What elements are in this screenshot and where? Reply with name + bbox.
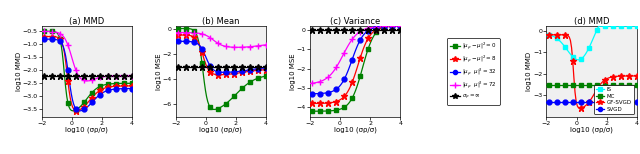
Y-axis label: log10 MSE: log10 MSE [290,53,296,90]
Legend: IS, MC, GF-SVGD, SVGD: IS, MC, GF-SVGD, SVGD [594,85,634,114]
X-axis label: log10 (σρ/σ): log10 (σρ/σ) [65,127,108,133]
Title: (b) Mean: (b) Mean [202,17,239,26]
Y-axis label: log10 MMD: log10 MMD [15,52,22,91]
Y-axis label: log10 MMD: log10 MMD [526,52,532,91]
X-axis label: log10 (σρ/σ): log10 (σρ/σ) [200,127,243,133]
Title: (d) MMD: (d) MMD [574,17,609,26]
Title: (a) MMD: (a) MMD [69,17,104,26]
X-axis label: log10 (σρ/σ): log10 (σρ/σ) [333,127,376,133]
X-axis label: log10 (σρ/σ): log10 (σρ/σ) [570,127,613,133]
Y-axis label: log10 MSE: log10 MSE [156,53,161,90]
Legend: $|\mu_\rho - \mu|^2 = 0$, $|\mu_\rho - \mu|^2 = 8$, $|\mu_\rho\ \ \mu|^2 = 32$, : $|\mu_\rho - \mu|^2 = 0$, $|\mu_\rho - \… [447,38,500,105]
Title: (c) Variance: (c) Variance [330,17,380,26]
